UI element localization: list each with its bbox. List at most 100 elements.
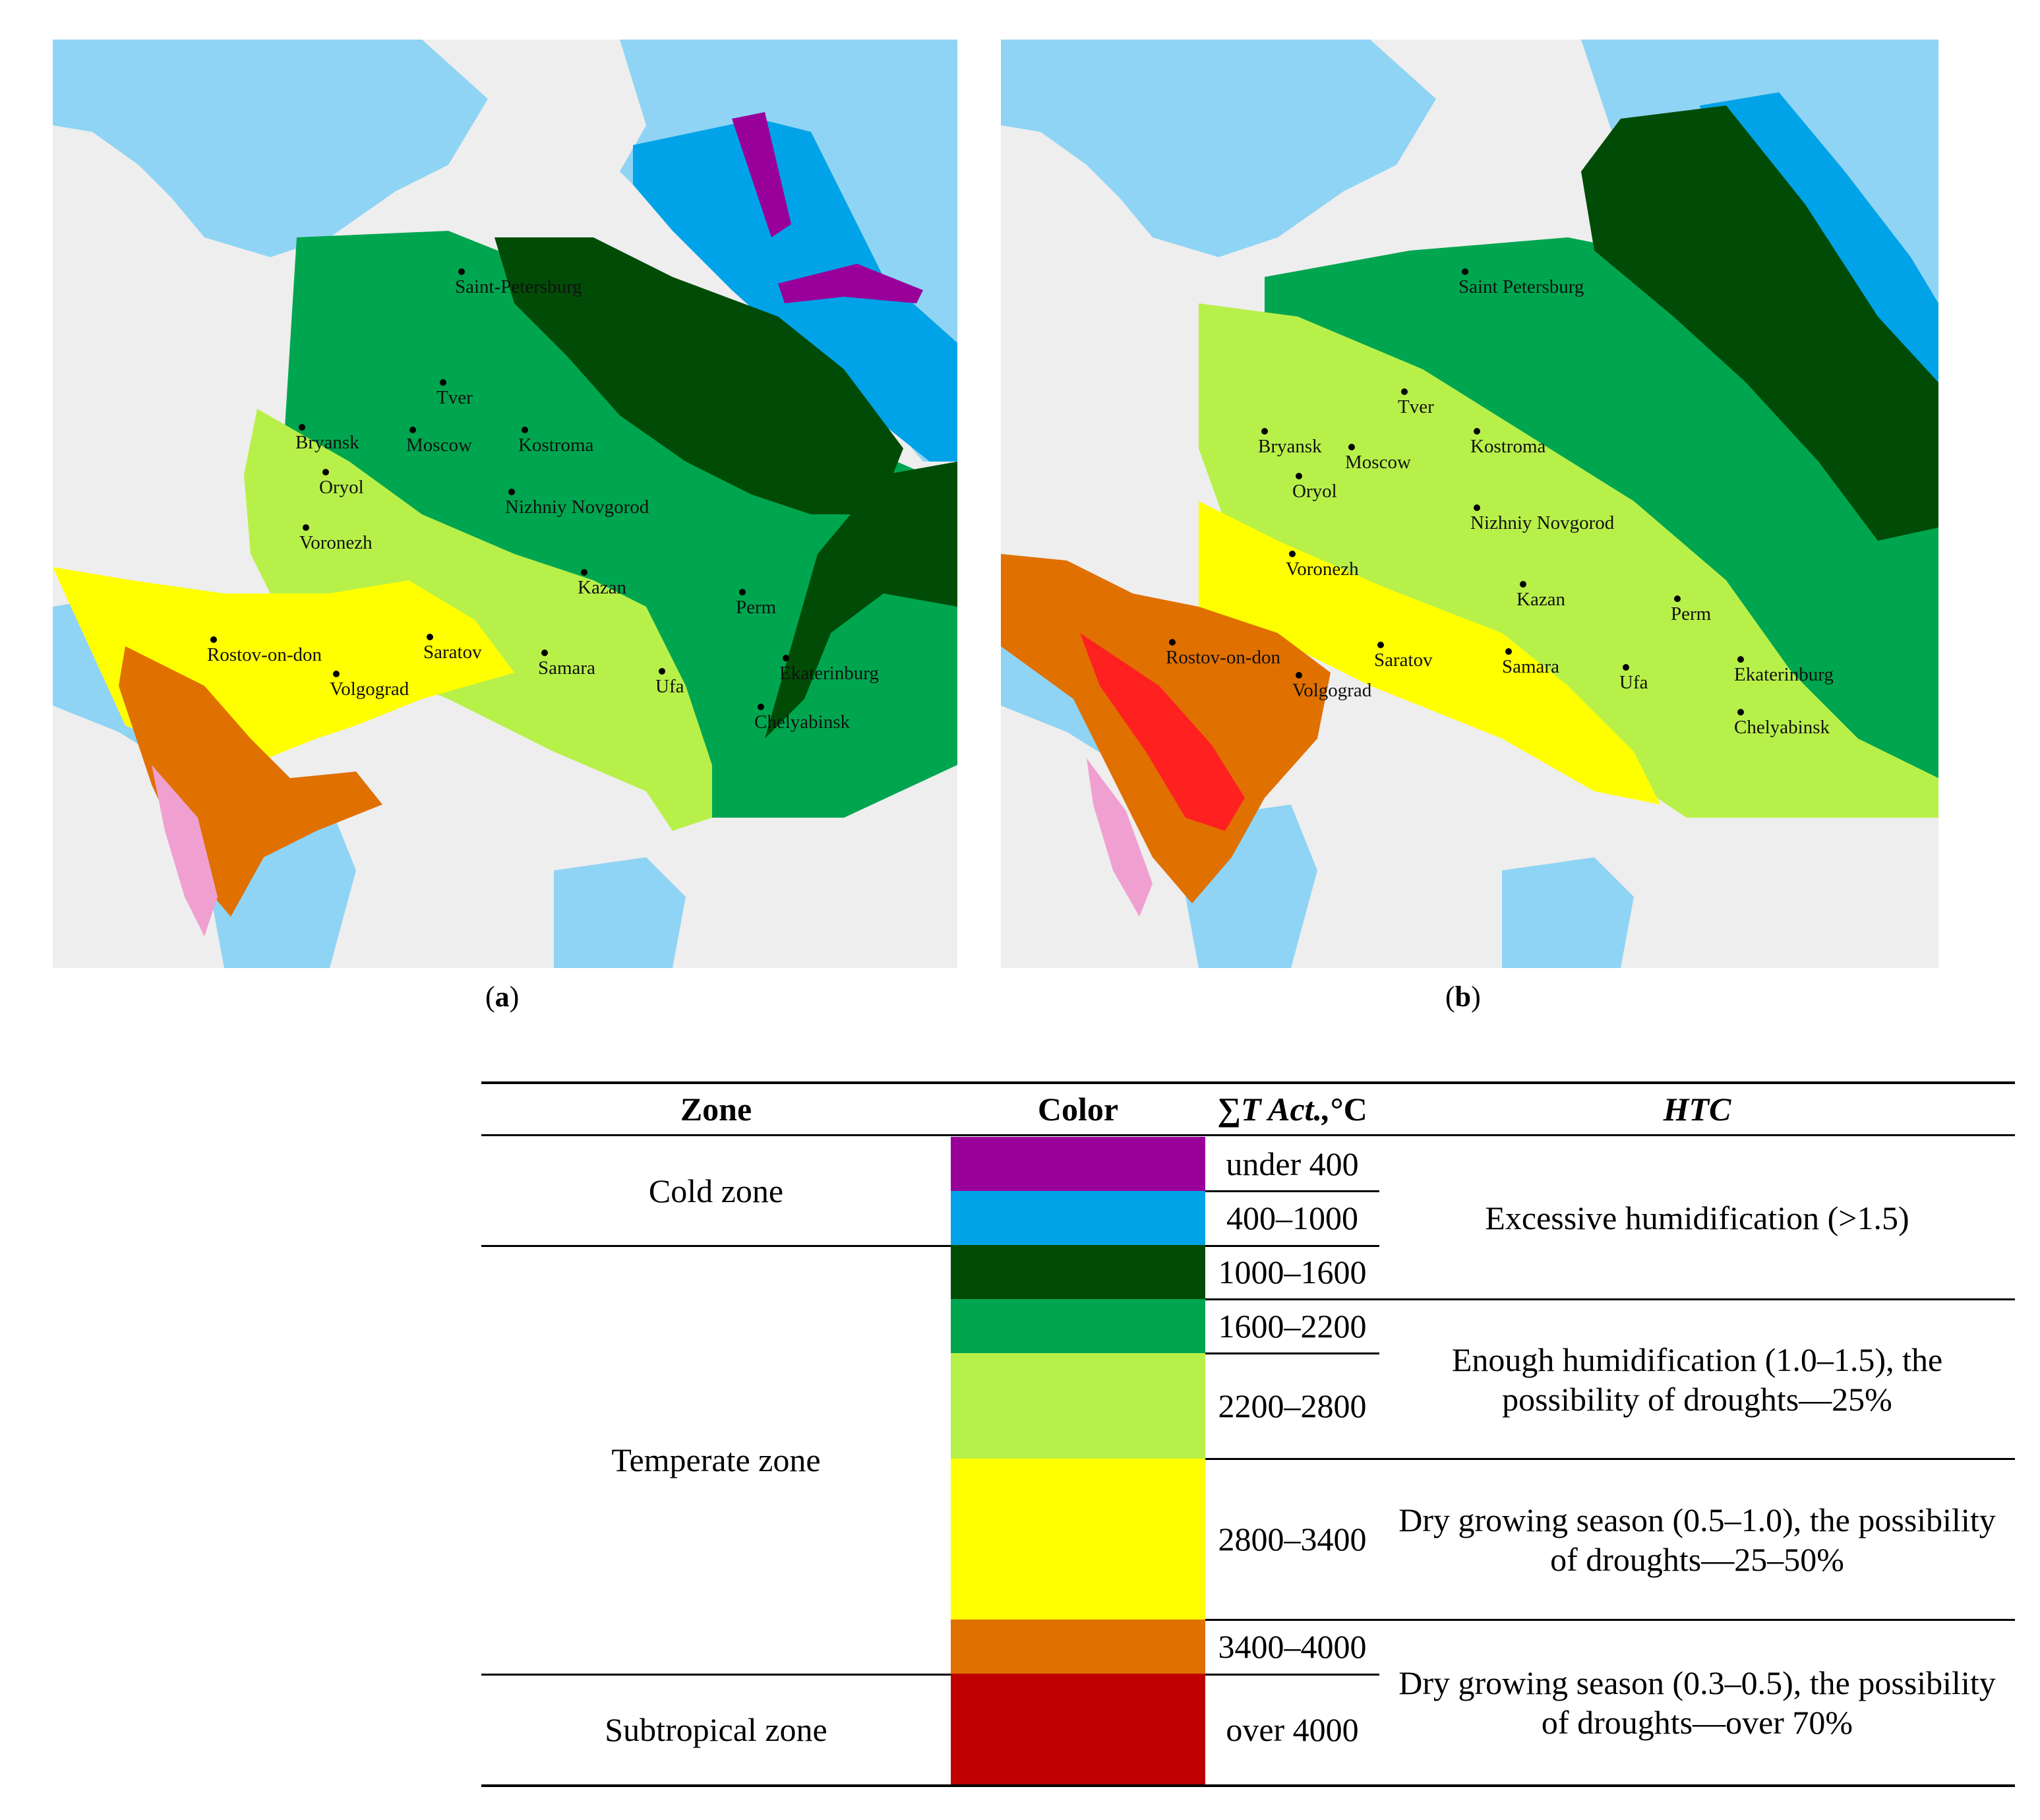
rule-range-3 [1205,1298,2015,1300]
city-dot [1169,639,1176,646]
swatch-2800-3400 [951,1459,1205,1620]
header-sum-italic: T Act., [1240,1091,1331,1128]
city-label: Kostroma [1470,436,1546,457]
city-dot [1674,595,1681,602]
city-dot [758,704,764,710]
zone-subtropical: Subtropical zone [605,1711,827,1748]
city-dot [1737,709,1744,715]
city-label: Volgograd [330,679,409,700]
htc-dry-2: Dry growing season (0.3–0.5), the possib… [1398,1664,1996,1741]
city-dot [522,427,528,433]
caspian-sea-east [1502,857,1634,968]
city-dot [303,524,309,531]
city-dot [427,634,433,640]
range-2200-2800: 2200–2800 [1218,1387,1367,1424]
city-dot [1289,551,1296,557]
city-dot [333,671,340,677]
city-label: Nizhniy Novgorod [1470,512,1615,533]
baltic-sea [1001,40,1436,257]
city-label: Bryansk [1258,436,1322,457]
zone-1000-1600 [495,237,903,514]
htc-enough: Enough humidification (1.0–1.5), the pos… [1451,1341,1943,1418]
city-dot [1623,664,1629,671]
city-dot [659,668,665,675]
city-label: Nizhniy Novgorod [505,497,649,518]
caption-b: (b) [1445,981,1481,1013]
city-dot [299,424,305,431]
rule-range-7 [1205,1674,1379,1676]
rule-header [481,1134,2015,1136]
city-label: Saratov [1374,650,1433,671]
htc-excessive: Excessive humidification (>1.5) [1485,1199,1909,1236]
city-dot [541,650,548,656]
zone-pink [1087,758,1153,917]
rule-range-6 [1205,1619,2015,1621]
zone-under-400 [732,112,791,237]
city-dot [409,427,416,433]
rule-range-4 [1205,1352,1379,1354]
city-label: Ekaterinburg [779,663,879,684]
rule-zone-1 [481,1245,951,1247]
header-sum-t: ∑ T Act., °C [1205,1084,1379,1134]
range-under-400: under 400 [1226,1145,1359,1182]
city-label: Saratov [423,642,482,663]
swatch-over-4000 [951,1674,1205,1784]
swatch-1600-2200 [951,1299,1205,1353]
city-dot [1261,428,1268,435]
city-label: Ekaterinburg [1734,664,1834,685]
city-label: Volgograd [1292,680,1372,701]
city-layer-a: Saint-Petersburg Tver Bryansk Moscow Kostrom… [207,268,879,733]
zone-cold: Cold zone [648,1172,784,1209]
zone-2200-2800 [1199,303,1938,818]
city-dot [322,469,329,475]
range-2800-3400: 2800–3400 [1218,1521,1367,1558]
rule-range-2 [1205,1245,1379,1247]
city-label: Rostov-on-don [1166,647,1281,668]
swatch-2200-2800 [951,1353,1205,1459]
city-label: Moscow [1345,452,1411,473]
city-dot [1474,504,1480,511]
city-label: Saint Petersburg [1458,276,1584,297]
legend-table: Zone Color ∑ T Act., °C HTC Cold zone Tem… [481,1081,2015,1787]
zone-under-400-b [778,264,923,303]
zone-2800-3400 [1199,501,1660,804]
city-label: Tver [1398,396,1434,417]
range-3400-4000: 3400–4000 [1218,1628,1367,1665]
zone-1000-1600-east [765,462,957,739]
city-dot [1348,444,1355,450]
city-dot [1737,656,1744,663]
city-dot [1296,473,1302,479]
city-label: Bryansk [295,432,359,453]
city-label: Tver [436,387,473,408]
city-dot [1377,642,1384,648]
city-label: Ufa [655,676,684,697]
city-label: Samara [1502,656,1559,677]
header-zone: Zone [680,1091,752,1128]
zone-pink [152,765,218,936]
city-dot [783,655,789,661]
rule-range-5 [1205,1458,2015,1460]
header-sum-suffix: °C [1330,1091,1367,1128]
city-label: Rostov-on-don [207,644,322,665]
city-label: Voronezh [299,532,373,553]
city-label: Moscow [406,435,472,456]
map-b-svg: Saint Petersburg Tver Bryansk Moscow Kostrom… [1001,40,1938,968]
header-htc: HTC [1663,1091,1731,1128]
city-dot [1462,268,1468,275]
range-1000-1600: 1000–1600 [1218,1254,1367,1290]
caption-a: (a) [485,981,520,1013]
range-over-4000: over 4000 [1226,1711,1359,1748]
zone-over-4000 [1080,633,1245,831]
range-1600-2200: 1600–2200 [1218,1308,1367,1345]
city-dot [508,489,515,495]
htc-dry-1: Dry growing season (0.5–1.0), the possib… [1398,1502,1996,1578]
city-label: Perm [1671,603,1712,624]
caption-b-letter: b [1455,981,1472,1013]
swatch-1000-1600 [951,1245,1205,1299]
city-label: Kazan [1516,589,1566,610]
city-dot [1474,428,1480,435]
caspian-sea-east [554,857,686,968]
rule-zone-2 [481,1674,951,1676]
city-label: Chelyabinsk [1734,717,1830,738]
rule-range-1 [1205,1190,1379,1192]
